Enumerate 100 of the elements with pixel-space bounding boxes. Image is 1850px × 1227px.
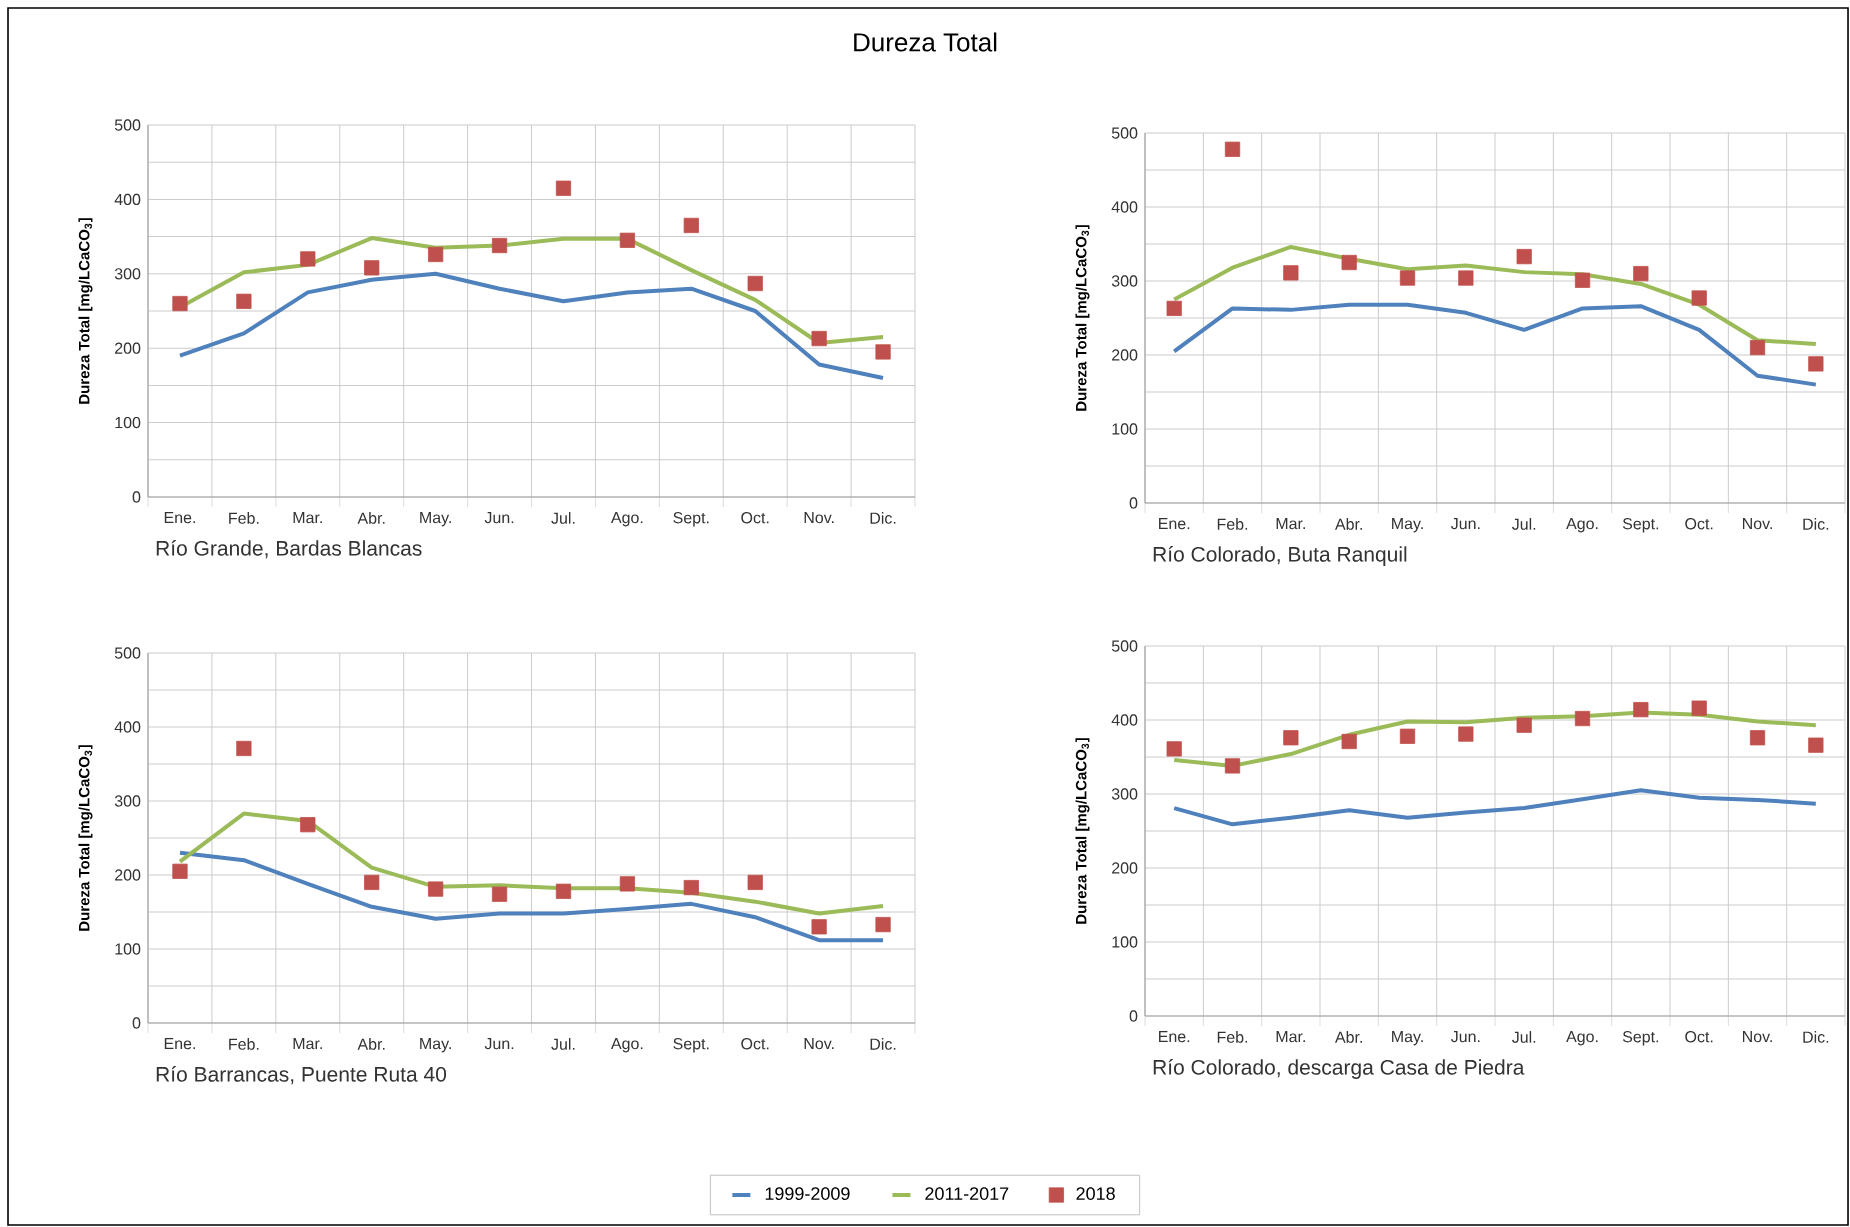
x-tick-label: Feb. xyxy=(1217,518,1248,530)
point xyxy=(1574,710,1591,727)
x-tick-label: Sept. xyxy=(1622,1031,1659,1046)
y-tick-label: 300 xyxy=(1111,788,1138,800)
point xyxy=(491,886,508,902)
x-tick-label: May. xyxy=(1392,1031,1423,1046)
y-tick-label: 0 xyxy=(132,491,141,503)
point xyxy=(300,817,316,833)
y-tick-label: 100 xyxy=(115,416,141,429)
x-tick-label: Sept. xyxy=(673,512,709,527)
point xyxy=(619,876,635,892)
y-tick-label: 0 xyxy=(1129,497,1138,509)
x-tick-label: Ene. xyxy=(164,512,195,524)
x-tick-label: Jul. xyxy=(1511,1031,1536,1043)
x-tick-label: Oct. xyxy=(741,1038,769,1050)
point xyxy=(1691,700,1707,716)
x-tick-label: Sept. xyxy=(673,1038,709,1053)
y-axis-title: Dureza Total [mg/LCaCO$_{3}$] xyxy=(78,218,93,404)
point xyxy=(428,246,444,263)
point xyxy=(364,874,380,891)
y-tick-label: 100 xyxy=(1112,423,1138,435)
y-tick-label: 300 xyxy=(1111,275,1138,287)
y-tick-label: 300 xyxy=(114,795,141,807)
point xyxy=(172,295,188,312)
point xyxy=(236,740,252,757)
x-tick-label: Jun. xyxy=(1450,1031,1480,1043)
text: Río Colorado, descarga Casa de Piedra xyxy=(1153,1059,1525,1079)
x-tick-label: Jul. xyxy=(1511,518,1536,530)
point xyxy=(747,275,763,292)
x-tick-label: Sept. xyxy=(1622,518,1659,533)
y-tick-label: 200 xyxy=(115,869,141,881)
x-tick-label: Nov. xyxy=(1742,518,1772,530)
point xyxy=(1399,270,1416,286)
x-tick-label: Jun. xyxy=(484,512,514,524)
y-axis-title: Dureza Total [mg/LCaCO$_{3}$] xyxy=(1075,225,1090,411)
point xyxy=(1516,717,1532,733)
x-tick-label: May. xyxy=(1392,518,1423,533)
x-tick-label: May. xyxy=(420,1038,451,1053)
point xyxy=(1516,248,1532,265)
point xyxy=(683,879,699,896)
point xyxy=(1749,730,1766,746)
x-tick-label: Ago. xyxy=(610,1038,643,1053)
x-tick-label: Feb. xyxy=(229,512,259,524)
x-tick-label: Jun. xyxy=(1450,518,1480,530)
point xyxy=(1399,728,1416,744)
point xyxy=(555,883,572,899)
x-tick-label: Dic. xyxy=(870,1038,896,1050)
point xyxy=(1749,340,1766,356)
x-tick-label: Abr. xyxy=(357,512,385,524)
y-tick-label: 0 xyxy=(1129,1010,1138,1022)
line-series xyxy=(1172,788,1818,827)
point xyxy=(875,916,891,933)
x-tick-label: Feb. xyxy=(1217,1031,1248,1043)
y-tick-label: 400 xyxy=(1111,201,1138,213)
y-tick-label: 400 xyxy=(114,721,141,733)
point xyxy=(1633,702,1649,718)
y-tick-label: 200 xyxy=(1112,862,1138,874)
x-tick-label: Dic. xyxy=(1803,1031,1829,1043)
y-tick-label: 200 xyxy=(1112,349,1138,361)
y-tick-label: 400 xyxy=(114,193,141,206)
y-tick-label: 500 xyxy=(1111,127,1138,139)
x-tick-label: Oct. xyxy=(1685,1031,1713,1043)
x-tick-label: Abr. xyxy=(357,1038,385,1050)
x-tick-label: Mar. xyxy=(293,512,322,524)
x-tick-label: Nov. xyxy=(804,1038,834,1050)
point xyxy=(1633,266,1649,282)
x-tick-label: Ago. xyxy=(610,512,643,527)
point xyxy=(491,237,508,254)
x-tick-label: Oct. xyxy=(741,512,769,524)
x-tick-label: Nov. xyxy=(1742,1031,1772,1043)
x-tick-label: Feb. xyxy=(229,1038,259,1050)
point xyxy=(236,293,252,309)
point xyxy=(1224,141,1241,157)
legend-label: 2011-2017 xyxy=(925,1187,1009,1200)
y-tick-label: 0 xyxy=(132,1017,141,1029)
y-tick-label: 300 xyxy=(114,268,141,280)
y-tick-label: 500 xyxy=(114,647,141,659)
x-tick-label: Abr. xyxy=(1334,1031,1362,1043)
x-tick-label: Ene. xyxy=(1159,518,1190,530)
point xyxy=(683,217,699,234)
line-series xyxy=(177,850,886,943)
point xyxy=(300,251,316,267)
point xyxy=(1574,272,1591,288)
point xyxy=(1808,356,1824,372)
point xyxy=(428,881,444,897)
legend-label: 2018 xyxy=(1076,1187,1115,1200)
point xyxy=(747,874,763,891)
point xyxy=(172,863,188,879)
text: Dureza Total xyxy=(854,32,997,52)
x-tick-label: Mar. xyxy=(1276,518,1305,530)
point xyxy=(1224,758,1241,774)
y-tick-label: 200 xyxy=(115,342,141,354)
point xyxy=(1283,265,1299,281)
line-series xyxy=(1172,302,1818,387)
x-tick-label: Ago. xyxy=(1566,1031,1598,1046)
text: Río Barrancas, Puente Ruta 40 xyxy=(156,1066,447,1085)
x-tick-label: Mar. xyxy=(1276,1031,1305,1043)
point xyxy=(1458,726,1474,742)
point xyxy=(1341,733,1357,750)
x-tick-label: Abr. xyxy=(1334,518,1362,530)
